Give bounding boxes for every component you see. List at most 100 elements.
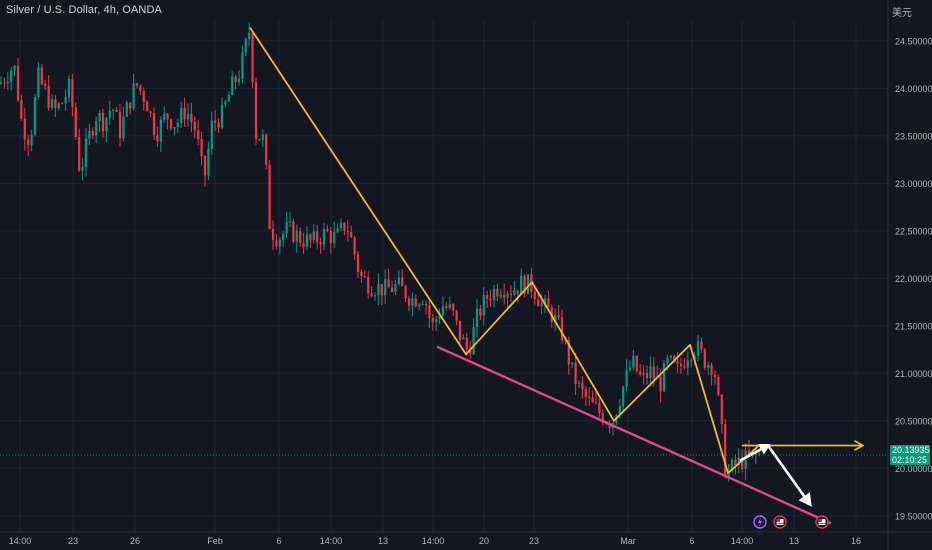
candle-body xyxy=(105,118,108,132)
x-tick-label: 23 xyxy=(529,536,539,546)
candle-body xyxy=(625,370,628,387)
candle-body xyxy=(703,349,706,368)
candle-body xyxy=(95,121,98,136)
candle-body xyxy=(54,99,57,109)
candle-body xyxy=(520,275,523,294)
candle-body xyxy=(47,85,50,109)
candle-body xyxy=(299,231,302,244)
x-tick-label: 14:00 xyxy=(422,536,445,546)
candle-body xyxy=(574,362,577,384)
candle-body xyxy=(88,130,91,139)
candle-body xyxy=(710,365,713,375)
candle-body xyxy=(737,457,740,466)
price-axis[interactable]: 19.50000 20.00000 20.50000 21.00000 21.50000… xyxy=(887,0,932,550)
candle-body xyxy=(125,102,128,117)
candle-body xyxy=(428,305,431,319)
candle-body xyxy=(540,302,543,307)
candle-body xyxy=(499,294,502,297)
candle-body xyxy=(404,286,407,299)
candle-body xyxy=(642,372,645,375)
candle-body xyxy=(159,119,162,142)
candle-body xyxy=(50,99,54,109)
candle-body xyxy=(237,78,241,82)
candle-body xyxy=(455,310,458,321)
candle-body xyxy=(666,357,669,364)
y-tick-label: 19.50000 xyxy=(895,511,932,521)
x-tick-label: 16 xyxy=(851,536,861,546)
candle-body xyxy=(509,293,513,295)
flash-icon[interactable] xyxy=(753,515,767,529)
candle-body xyxy=(183,108,186,120)
us-flag-icon[interactable] xyxy=(773,515,787,529)
candle-body xyxy=(57,103,60,109)
candle-body xyxy=(71,78,74,108)
candle-body xyxy=(479,308,482,316)
candle-body xyxy=(214,120,217,123)
candle-body xyxy=(588,396,591,398)
candle-body xyxy=(435,318,438,323)
candle-body xyxy=(390,287,394,292)
candle-body xyxy=(309,234,312,240)
candle-body xyxy=(251,32,254,83)
candle-body xyxy=(700,341,703,350)
candle-body xyxy=(584,389,587,397)
candle-body xyxy=(271,228,275,241)
x-tick-label: 23 xyxy=(68,536,78,546)
candle-body xyxy=(319,242,322,245)
candle-body xyxy=(0,82,3,84)
candle-body xyxy=(197,130,200,139)
candle-body xyxy=(149,111,152,113)
candle-body xyxy=(132,83,135,109)
symbol-title[interactable]: Silver / U.S. Dollar, 4h, OANDA xyxy=(6,4,162,16)
candle-body xyxy=(727,471,730,477)
candle-body xyxy=(567,340,570,365)
candle-body xyxy=(662,363,666,392)
candle-body xyxy=(329,231,332,243)
candle-body xyxy=(190,113,193,122)
currency-label[interactable]: 美元 xyxy=(892,8,912,19)
candle-body xyxy=(513,290,516,295)
white-arrow-up xyxy=(739,444,771,462)
us-flag-icon[interactable] xyxy=(815,515,829,529)
y-tick-label: 24.00000 xyxy=(895,84,932,94)
time-axis[interactable]: 14:00 23 26 Feb 6 14:00 13 14:00 20 23 Mar 6 14:00 13… xyxy=(0,531,932,546)
candle-body xyxy=(441,306,445,316)
candle-body xyxy=(3,82,6,84)
candle-body xyxy=(411,298,414,306)
candle-body xyxy=(686,360,689,368)
us-flag-canton xyxy=(818,519,822,522)
x-tick-label: 14:00 xyxy=(9,536,32,546)
candle-body xyxy=(571,362,574,365)
candle-body xyxy=(64,97,67,104)
candle-body xyxy=(30,134,33,145)
x-tick-label: 20 xyxy=(479,536,489,546)
candle-body xyxy=(173,127,176,129)
candle-body xyxy=(458,320,462,340)
candle-body xyxy=(526,274,530,294)
candle-body xyxy=(292,221,295,242)
candle-body xyxy=(285,222,288,234)
y-tick-label: 23.50000 xyxy=(895,131,932,141)
candle-body xyxy=(594,402,598,404)
flash-icon-bolt xyxy=(758,517,762,527)
candle-body xyxy=(193,121,196,131)
candle-body xyxy=(581,382,584,390)
candle-body xyxy=(20,100,23,119)
event-markers[interactable] xyxy=(753,515,829,529)
candle-body xyxy=(129,102,132,109)
candle-body xyxy=(707,365,710,368)
candle-body xyxy=(84,138,88,167)
candle-body xyxy=(295,231,298,242)
candle-body xyxy=(696,341,700,356)
candle-body xyxy=(486,294,489,299)
candle-body xyxy=(360,271,363,277)
pink-support-line xyxy=(436,345,832,525)
candle-body xyxy=(67,78,71,98)
candle-body xyxy=(431,318,434,323)
candle-body xyxy=(122,116,125,139)
candle-body xyxy=(564,340,567,342)
drawings[interactable] xyxy=(0,27,888,525)
candle-body xyxy=(356,254,360,272)
candle-body xyxy=(598,403,601,414)
